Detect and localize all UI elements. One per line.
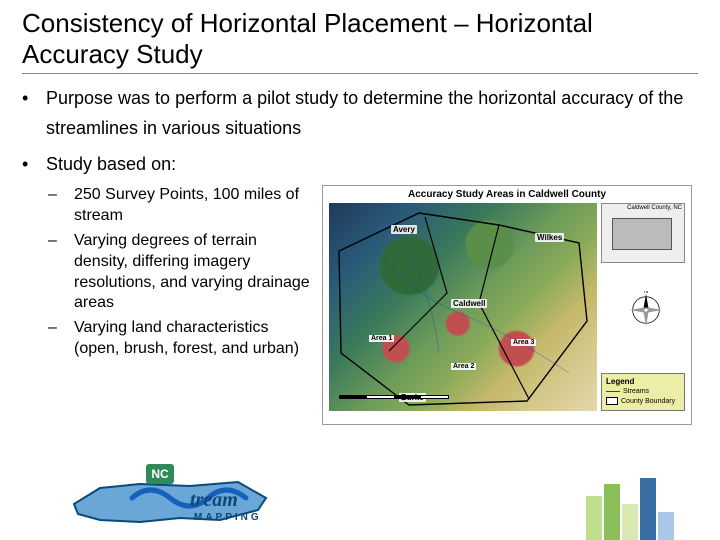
- bullet-purpose: • Purpose was to perform a pilot study t…: [22, 84, 698, 143]
- dash-mark: –: [48, 231, 74, 314]
- inset-locator: Caldwell County, NC: [601, 203, 685, 263]
- logo-nc-text: NC: [151, 467, 169, 481]
- terrain-relief: Avery Wilkes Caldwell Burke Area 1 Area …: [329, 203, 597, 411]
- dash-mark: –: [48, 318, 74, 360]
- sub-list: – 250 Survey Points, 100 miles of stream…: [48, 185, 312, 359]
- county-label: Avery: [391, 225, 417, 234]
- svg-text:tream: tream: [190, 489, 238, 511]
- sub-text: Varying land characteristics (open, brus…: [74, 318, 312, 360]
- bar: [604, 484, 620, 540]
- sub-text: 250 Survey Points, 100 miles of stream: [74, 185, 312, 227]
- sub-text: Varying degrees of terrain density, diff…: [74, 231, 312, 314]
- legend-item: Streams: [606, 388, 680, 395]
- bar: [640, 478, 656, 540]
- map-title: Accuracy Study Areas in Caldwell County: [323, 186, 691, 203]
- bullet-basedon: • Study based on:: [22, 150, 698, 180]
- county-label: Caldwell: [451, 299, 487, 308]
- area-label: Area 2: [451, 363, 476, 370]
- bullet-text: Study based on:: [46, 150, 176, 180]
- footer-bars-logo: [586, 478, 682, 540]
- sub-item: – Varying land characteristics (open, br…: [48, 318, 312, 360]
- map-body: Avery Wilkes Caldwell Burke Area 1 Area …: [323, 203, 691, 413]
- legend-label: Streams: [623, 388, 649, 395]
- dash-mark: –: [48, 185, 74, 227]
- area-label: Area 1: [369, 335, 394, 342]
- inset-label: Caldwell County, NC: [602, 204, 684, 212]
- county-label: Wilkes: [535, 233, 564, 242]
- legend-title: Legend: [606, 377, 680, 386]
- area-label: Area 3: [511, 339, 536, 346]
- compass-rose-icon: N: [627, 291, 665, 329]
- map-legend: Legend Streams County Boundary: [601, 373, 685, 411]
- sub-item: – Varying degrees of terrain density, di…: [48, 231, 312, 314]
- inset-state-icon: [612, 218, 672, 250]
- legend-label: County Boundary: [621, 398, 675, 405]
- bullet-mark: •: [22, 150, 46, 180]
- nc-stream-mapping-logo: NC tream MAPPING: [70, 458, 270, 534]
- legend-item: County Boundary: [606, 397, 680, 405]
- bar: [622, 504, 638, 540]
- legend-line-icon: [606, 391, 620, 392]
- bar: [586, 496, 602, 540]
- bar: [658, 512, 674, 540]
- sub-item: – 250 Survey Points, 100 miles of stream: [48, 185, 312, 227]
- svg-text:N: N: [644, 291, 648, 295]
- map-figure: Accuracy Study Areas in Caldwell County: [322, 185, 692, 425]
- bullet-mark: •: [22, 84, 46, 143]
- svg-text:MAPPING: MAPPING: [194, 512, 262, 523]
- bullet-text: Purpose was to perform a pilot study to …: [46, 84, 698, 143]
- page-title: Consistency of Horizontal Placement – Ho…: [22, 8, 698, 74]
- scale-bar: [339, 395, 449, 407]
- legend-box-icon: [606, 397, 618, 405]
